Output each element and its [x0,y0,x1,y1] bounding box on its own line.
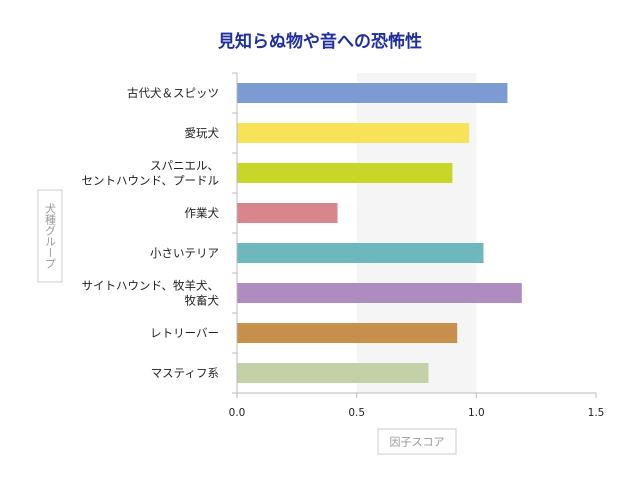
category-label: スパニエル、セントハウンド、プードル [81,159,219,188]
x-tick-label: 0.0 [229,407,246,419]
bar [237,243,484,263]
category-label: 古代犬＆スピッツ [127,86,219,100]
category-label: 愛玩犬 [185,126,220,140]
category-label: 作業犬 [185,206,220,220]
category-label: マスティフ系 [151,366,219,380]
y-axis-title: 犬種グループ [44,202,57,269]
x-axis-title-box: 因子スコア [377,428,457,455]
bar [237,363,429,383]
bar [237,123,470,143]
category-label: サイトハウンド、牧羊犬、牧畜犬 [81,279,219,308]
bar [237,323,458,343]
x-tick-label: 1.0 [468,407,485,419]
y-axis-title-frame [37,189,63,283]
y-axis-title-box: 犬種グループ [37,189,63,283]
bar [237,163,453,183]
bar [237,203,338,223]
category-label: 小さいテリア [150,246,219,260]
x-tick-label: 0.5 [348,407,365,419]
x-tick-label: 1.5 [588,407,605,419]
x-axis-title-frame [377,428,457,455]
x-axis-title: 因子スコア [390,436,445,449]
bar [237,283,522,303]
chart-title: 見知らぬ物や音への恐怖性 [217,31,422,52]
category-label: レトリーバー [150,326,219,340]
plot-area: 0.0 0.5 1.0 1.5 古代犬＆スピッツ愛玩犬スパニエル、セントハウンド、プード… [81,72,605,419]
bar [237,83,508,103]
highlight-band [356,73,477,393]
